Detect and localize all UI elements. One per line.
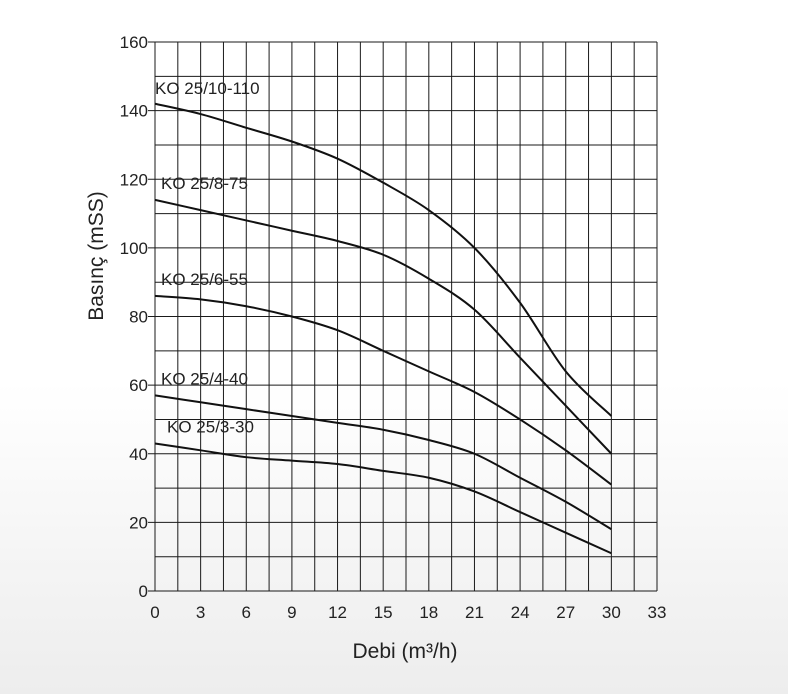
y-tick-label: 60: [129, 376, 148, 395]
x-axis-ticks: 0 3 6 9 12 15 18 21 24 27 30 33: [150, 603, 666, 622]
series-label-2: KO 25/8-75: [161, 174, 248, 193]
series-label-1: KO 25/10-110: [155, 79, 260, 98]
chart-grid: [154, 41, 658, 592]
x-tick-label: 30: [602, 603, 621, 622]
x-tick-label: 21: [465, 603, 484, 622]
x-tick-label: 3: [196, 603, 205, 622]
series-curve-1: [154, 102, 613, 417]
y-tick-label: 20: [129, 513, 148, 532]
series-curve-5: [154, 442, 612, 555]
series-curve-3: [154, 294, 612, 486]
y-tick-label: 40: [129, 445, 148, 464]
series-label-4: KO 25/4-40: [161, 369, 248, 388]
x-tick-label: 0: [150, 603, 159, 622]
y-tick-label: 0: [139, 582, 148, 601]
chart-curves: [154, 102, 613, 555]
x-tick-label: 18: [419, 603, 438, 622]
series-label-5: KO 25/3-30: [167, 417, 254, 436]
series-label-3: KO 25/6-55: [161, 270, 248, 289]
series-curve-2: [154, 198, 613, 455]
x-tick-label: 9: [287, 603, 296, 622]
y-tick-label: 120: [120, 170, 148, 189]
x-tick-label: 15: [374, 603, 393, 622]
y-tick-label: 160: [120, 33, 148, 52]
y-axis-title: Basınç (mSS): [85, 191, 108, 321]
x-tick-label: 24: [511, 603, 530, 622]
chart-series-labels: KO 25/10-110 KO 25/8-75 KO 25/6-55 KO 25/4-…: [155, 79, 260, 437]
series-curve-4: [154, 394, 612, 531]
x-tick-label: 12: [328, 603, 347, 622]
x-tick-label: 33: [648, 603, 667, 622]
x-axis-title: Debi (m³/h): [352, 640, 457, 663]
y-tick-label: 100: [120, 239, 148, 258]
y-tick-label: 140: [120, 102, 148, 121]
x-tick-label: 6: [242, 603, 251, 622]
y-axis-ticks: 0 20 40 60 80 100 120 140 160: [120, 33, 155, 601]
y-tick-label: 80: [129, 308, 148, 327]
x-tick-label: 27: [556, 603, 575, 622]
